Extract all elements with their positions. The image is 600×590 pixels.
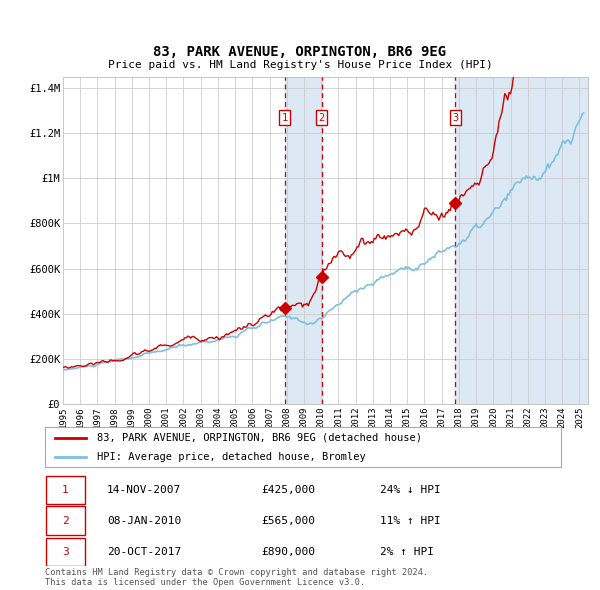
Text: £565,000: £565,000	[262, 516, 316, 526]
Text: 20-OCT-2017: 20-OCT-2017	[107, 547, 181, 557]
Text: 2: 2	[319, 113, 325, 123]
Text: 11% ↑ HPI: 11% ↑ HPI	[380, 516, 441, 526]
Bar	[455, 77, 588, 404]
Text: 2% ↑ HPI: 2% ↑ HPI	[380, 547, 434, 557]
FancyBboxPatch shape	[46, 537, 85, 566]
Text: Contains HM Land Registry data © Crown copyright and database right 2024.
This d: Contains HM Land Registry data © Crown c…	[45, 568, 428, 587]
Text: 1: 1	[281, 113, 287, 123]
Text: £425,000: £425,000	[262, 485, 316, 495]
Text: 83, PARK AVENUE, ORPINGTON, BR6 9EG (detached house): 83, PARK AVENUE, ORPINGTON, BR6 9EG (det…	[97, 432, 422, 442]
Text: £890,000: £890,000	[262, 547, 316, 557]
Text: HPI: Average price, detached house, Bromley: HPI: Average price, detached house, Brom…	[97, 452, 365, 462]
Text: 3: 3	[62, 547, 68, 557]
FancyBboxPatch shape	[46, 476, 85, 504]
Text: 14-NOV-2007: 14-NOV-2007	[107, 485, 181, 495]
Text: 3: 3	[452, 113, 458, 123]
Text: 1: 1	[62, 485, 68, 495]
Text: Price paid vs. HM Land Registry's House Price Index (HPI): Price paid vs. HM Land Registry's House …	[107, 60, 493, 70]
Text: 83, PARK AVENUE, ORPINGTON, BR6 9EG: 83, PARK AVENUE, ORPINGTON, BR6 9EG	[154, 45, 446, 59]
Text: 24% ↓ HPI: 24% ↓ HPI	[380, 485, 441, 495]
Bar	[284, 77, 322, 404]
Text: 08-JAN-2010: 08-JAN-2010	[107, 516, 181, 526]
FancyBboxPatch shape	[46, 506, 85, 535]
Text: 2: 2	[62, 516, 68, 526]
